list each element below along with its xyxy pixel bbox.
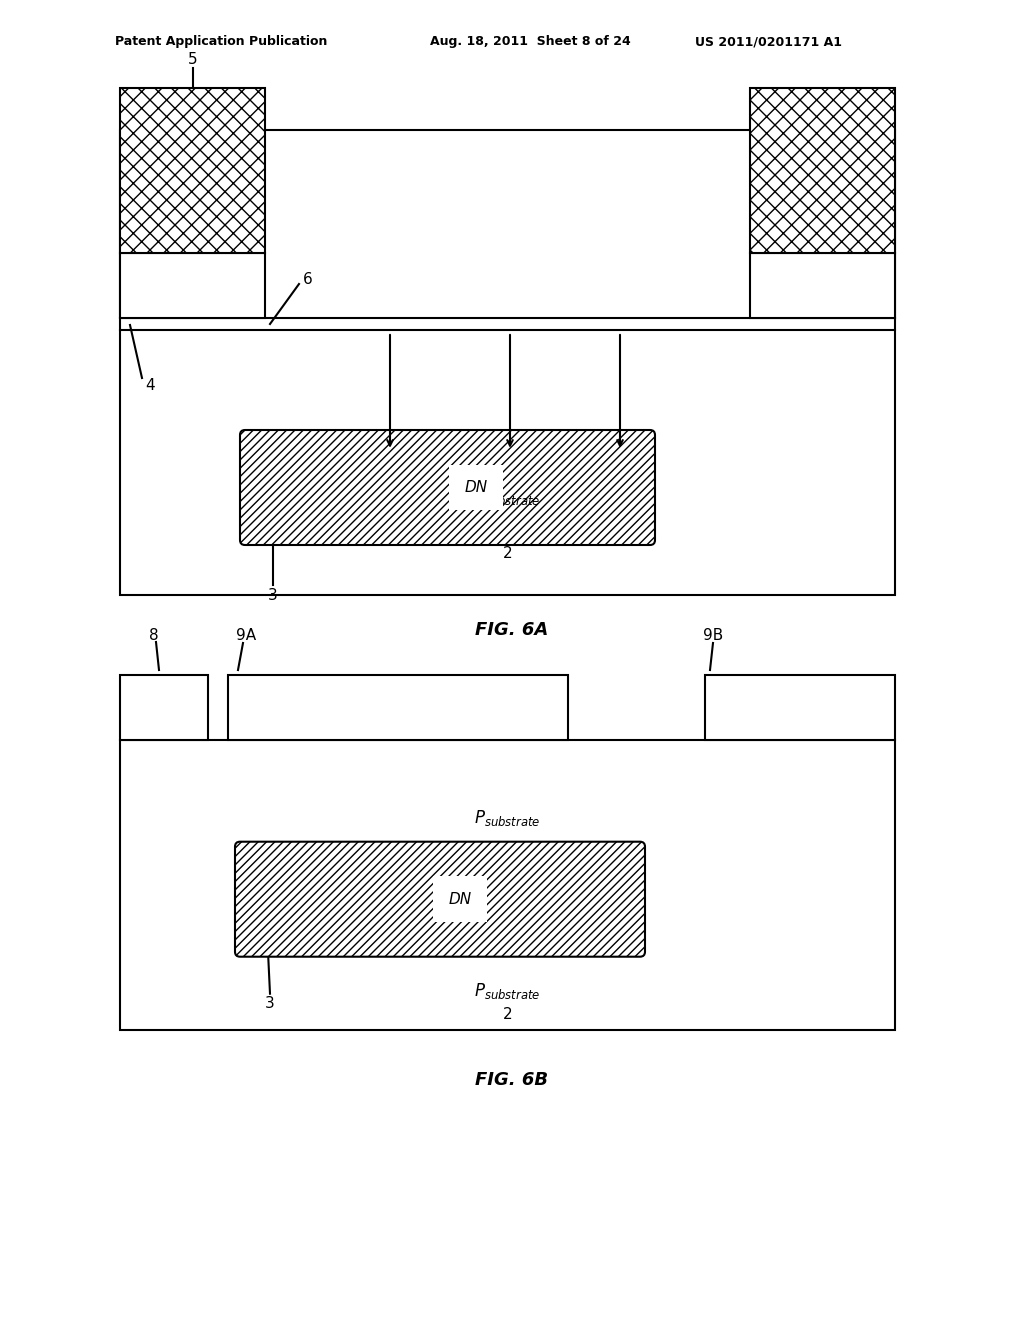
Bar <box>120 741 895 1030</box>
Text: 2: 2 <box>503 545 512 561</box>
Text: $P_{substrate}$: $P_{substrate}$ <box>474 981 541 1001</box>
Text: $P_{substrate}$: $P_{substrate}$ <box>474 487 541 507</box>
Text: 3: 3 <box>265 997 274 1011</box>
Text: $P_{substrate}$: $P_{substrate}$ <box>474 808 541 829</box>
Bar <box>750 88 895 253</box>
Bar <box>228 675 568 741</box>
Bar <box>120 253 265 318</box>
Bar <box>750 253 895 318</box>
Text: Patent Application Publication: Patent Application Publication <box>115 36 328 49</box>
FancyBboxPatch shape <box>234 842 645 957</box>
Text: 2: 2 <box>503 1007 512 1022</box>
Bar <box>120 675 208 741</box>
Text: 8: 8 <box>150 627 159 643</box>
Text: 9B: 9B <box>702 627 723 643</box>
FancyBboxPatch shape <box>240 430 655 545</box>
Text: DN: DN <box>449 892 472 907</box>
Text: 3: 3 <box>268 587 278 602</box>
Text: DN: DN <box>464 480 487 495</box>
Text: FIG. 6A: FIG. 6A <box>475 620 549 639</box>
Text: FIG. 6B: FIG. 6B <box>475 1071 549 1089</box>
Text: 5: 5 <box>187 53 198 67</box>
Bar <box>120 88 265 318</box>
Text: Aug. 18, 2011  Sheet 8 of 24: Aug. 18, 2011 Sheet 8 of 24 <box>430 36 631 49</box>
Text: 9A: 9A <box>236 627 256 643</box>
Text: 4: 4 <box>145 378 155 392</box>
Bar <box>120 88 265 253</box>
Text: 6: 6 <box>303 272 312 286</box>
Bar <box>120 129 895 595</box>
Text: US 2011/0201171 A1: US 2011/0201171 A1 <box>695 36 842 49</box>
Bar <box>705 675 895 741</box>
